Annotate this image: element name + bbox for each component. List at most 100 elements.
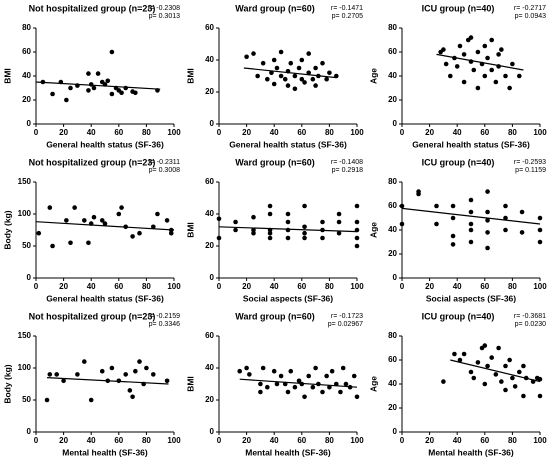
data-point [64, 218, 69, 223]
y-tick-label: 20 [388, 249, 397, 258]
data-point [86, 71, 91, 76]
x-tick-label: 80 [325, 128, 334, 137]
data-point [130, 234, 135, 239]
data-point [503, 203, 508, 209]
y-tick-label: 60 [205, 331, 214, 340]
y-axis-label: Age [368, 68, 378, 84]
y-tick-label: 80 [22, 23, 31, 32]
data-point [260, 365, 266, 371]
data-point [99, 218, 105, 223]
data-point [88, 397, 94, 403]
x-tick-label: 0 [400, 282, 405, 291]
stat-annotation: r= -0.2308 [148, 5, 180, 12]
x-axis-label: Social aspects (SF-36) [243, 293, 333, 303]
data-point [271, 81, 277, 87]
data-point [450, 233, 456, 239]
data-point [499, 47, 504, 52]
y-tick-label: 50 [22, 395, 31, 404]
data-point [468, 35, 474, 40]
data-point [499, 379, 504, 384]
data-point [354, 394, 360, 400]
data-point [302, 203, 307, 209]
panel-title: ICU group (n=40) [422, 157, 495, 167]
data-point [247, 372, 252, 377]
data-point [299, 76, 305, 82]
data-point [260, 60, 266, 66]
data-point [503, 227, 508, 233]
data-point [485, 230, 490, 235]
y-tick-label: 20 [205, 87, 214, 96]
data-point [519, 230, 525, 235]
y-tick-label: 40 [388, 225, 397, 234]
data-point [452, 351, 457, 357]
data-point [265, 76, 270, 82]
data-point [493, 79, 499, 85]
data-point [68, 240, 73, 246]
data-point [99, 368, 105, 374]
data-point [82, 218, 87, 223]
data-point [320, 235, 325, 241]
x-tick-label: 0 [34, 128, 39, 137]
data-point [489, 37, 495, 43]
data-point [496, 52, 501, 57]
y-tick-label: 100 [18, 209, 32, 218]
data-point [267, 211, 273, 217]
data-point [521, 393, 526, 399]
data-point [482, 381, 488, 387]
data-point [285, 389, 291, 395]
data-point [485, 218, 490, 223]
x-tick-label: 0 [400, 436, 405, 445]
regression-line [239, 378, 358, 388]
x-tick-label: 40 [270, 436, 279, 445]
data-point [119, 205, 124, 210]
y-tick-label: 100 [18, 363, 32, 372]
y-tick-label: 0 [27, 273, 32, 282]
data-point [91, 85, 97, 91]
data-point [320, 219, 325, 225]
data-point [503, 73, 508, 79]
x-tick-label: 40 [453, 282, 462, 291]
x-tick-label: 80 [508, 436, 517, 445]
data-point [471, 375, 477, 381]
data-point [109, 91, 115, 97]
x-tick-label: 40 [270, 128, 279, 137]
data-point [336, 219, 342, 225]
data-point [151, 224, 156, 230]
data-point [299, 57, 305, 63]
data-point [324, 373, 329, 379]
data-point [44, 397, 50, 403]
x-tick-label: 0 [217, 282, 222, 291]
regression-line [35, 221, 175, 231]
y-tick-label: 40 [388, 71, 397, 80]
data-point [302, 230, 307, 236]
data-point [151, 372, 156, 377]
stat-annotation: r= -0.3681 [514, 313, 546, 320]
data-point [95, 71, 101, 76]
data-point [503, 215, 508, 221]
data-point [313, 365, 318, 371]
data-point [302, 80, 307, 85]
data-point [450, 242, 456, 247]
x-tick-label: 100 [533, 128, 547, 137]
y-axis-label: Body (kg) [2, 210, 12, 249]
y-tick-label: 0 [210, 119, 215, 128]
data-point [313, 83, 318, 88]
y-tick-label: 60 [388, 47, 397, 56]
regression-line [436, 53, 524, 71]
data-point [507, 357, 512, 363]
data-point [61, 378, 66, 384]
data-point [306, 51, 312, 56]
data-point [457, 357, 463, 363]
data-point [320, 389, 325, 395]
data-point [461, 52, 467, 57]
data-point [519, 209, 525, 215]
stat-annotation: p= 0.3013 [149, 13, 180, 20]
x-axis-label: Mental health (SF-36) [62, 447, 148, 457]
data-point [47, 372, 53, 377]
x-tick-label: 60 [114, 128, 123, 137]
panel-title: ICU group (n=40) [422, 311, 495, 321]
data-point [278, 373, 284, 379]
panel-title: Ward group (n=60) [235, 311, 314, 321]
x-tick-label: 0 [217, 128, 222, 137]
data-point [269, 70, 274, 76]
